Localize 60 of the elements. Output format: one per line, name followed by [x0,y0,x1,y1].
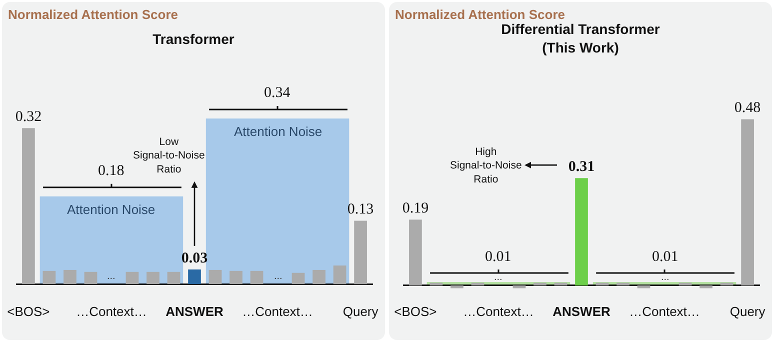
annotation: ... [661,272,670,283]
data-label: 0.48 [734,100,761,116]
bar [471,282,484,286]
chart-title: Transformer [152,30,235,47]
y-axis-title: Normalized Attention Score [395,7,565,22]
data-label: 0.03 [181,250,208,266]
bar [720,282,734,286]
bar [208,270,222,284]
bar [146,272,160,284]
x-tick-label: …Context… [242,304,313,319]
bar [450,285,464,288]
annotation: 0.01 [652,249,678,265]
bar [700,285,712,288]
bar [554,282,568,286]
band-label: Attention Noise [67,202,156,217]
data-label: 0.31 [568,159,595,176]
annotation: High Signal-to-Noise Ratio [450,146,522,186]
annotation: ... [107,271,116,282]
x-tick-label: ANSWER [552,304,611,319]
x-tick-label: …Context… [463,304,534,319]
x-tick-label: Query [730,304,766,319]
bar [167,272,180,284]
data-label: 0.13 [347,202,374,218]
data-label: 0.32 [15,109,42,126]
bar [312,270,326,284]
annotation: 0.01 [485,249,512,265]
bar [430,282,443,286]
annotation: 0.18 [98,163,124,179]
annotation: 0.34 [264,85,291,101]
bar [409,220,422,286]
bar [22,128,35,284]
bar [230,270,242,284]
y-axis-title: Normalized Attention Score [8,7,178,22]
bar [534,282,546,286]
annotation: Low Signal-to-Noise Ratio [133,136,205,176]
band-label: Attention Noise [234,124,322,139]
x-tick-label: …Context… [629,304,700,319]
bar [188,269,201,284]
bar [616,282,630,286]
bar [84,272,98,284]
chart-title: Differential Transformer (This Work) [501,21,660,56]
bar [575,178,588,286]
x-tick-label: <BOS> [394,304,437,319]
x-tick-label: <BOS> [7,304,50,319]
x-tick-label: ANSWER [166,304,224,319]
bar [333,266,346,284]
bar [42,270,56,284]
bar [250,270,264,284]
bar [354,220,367,284]
bar [596,282,609,286]
annotation: ... [274,271,282,282]
data-label: 0.19 [402,200,429,217]
bar [741,119,754,286]
annotation: ... [494,272,502,283]
bar [126,272,139,284]
bar [678,282,692,286]
bar [292,272,305,284]
x-tick-label: Query [342,304,379,319]
bar [64,270,76,284]
x-tick-label: …Context… [76,304,147,319]
